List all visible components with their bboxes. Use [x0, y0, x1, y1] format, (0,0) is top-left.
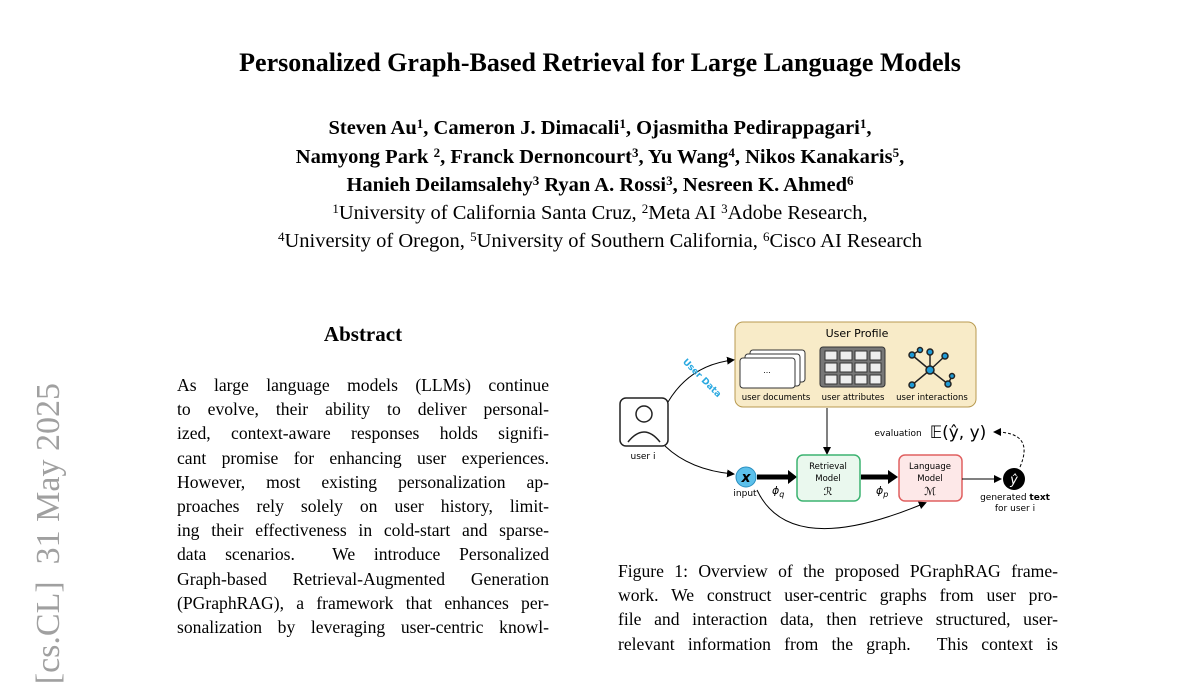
author-line-text: , — [899, 146, 905, 168]
paper-title: Personalized Graph-Based Retrieval for L… — [239, 48, 961, 77]
caption-line: work. We construct user-centric graphs f… — [618, 585, 1058, 606]
abstract-heading: Abstract — [323, 322, 403, 346]
input-bypass-arrow — [756, 489, 927, 530]
interactions-label: user interactions — [896, 393, 968, 403]
abstract-line: However, most existing personalization a… — [177, 471, 549, 492]
author-line-marker: 1 — [859, 116, 867, 131]
input-symbol: x — [740, 470, 751, 486]
author-line-marker: 3 — [631, 145, 639, 160]
language-symbol: ℳ — [924, 485, 936, 498]
arrow-head — [788, 470, 797, 484]
author-line-marker: 1 — [416, 116, 424, 131]
author-line-text: , Nesreen K. Ahmed — [672, 174, 848, 196]
abstract-line: data scenarios. We introduce Personalize… — [177, 544, 549, 565]
caption-line: file and interaction data, then retrieve… — [618, 609, 1058, 630]
caption-line: Figure 1: Overview of the proposed PGrap… — [618, 561, 1058, 581]
abstract-line: Graph-based Retrieval-Augmented Generati… — [177, 568, 549, 589]
doc-dots: ... — [763, 366, 771, 375]
retrieval-label: Retrieval — [809, 462, 847, 472]
phi-p: ϕp — [876, 484, 888, 499]
affiliation-line-text: Meta AI — [648, 202, 722, 224]
author-line-text: , Ojasmitha Pedirappagari — [625, 117, 860, 139]
abstract-line: ized, context-aware responses holds sign… — [177, 423, 549, 444]
author-line-text: Ryan A. Rossi — [539, 174, 667, 196]
documents-icon — [739, 349, 806, 389]
output-symbol: ŷ — [1009, 473, 1018, 488]
evaluation-arrow — [993, 428, 1025, 468]
author-line-text: Steven Au — [328, 117, 417, 139]
author-line-marker: 3 — [532, 173, 540, 188]
generated-label: generated text — [980, 493, 1051, 503]
author-line-marker: 1 — [619, 116, 626, 131]
affiliation-line-text: University of Southern California, — [476, 230, 763, 252]
author-line-text: , Yu Wang — [638, 146, 729, 168]
interactions-icon — [908, 346, 956, 389]
documents-label: user documents — [742, 393, 811, 403]
affiliation-line-marker: 1 — [332, 201, 339, 216]
affiliation-line-text: Cisco AI Research — [769, 230, 923, 252]
attributes-label: user attributes — [822, 393, 885, 403]
abstract-line: sonalization by leveraging user-centric … — [177, 617, 549, 637]
author-line-text: Hanieh Deilamsalehy — [346, 174, 533, 196]
abstract-line: cant promise for enhancing user experien… — [177, 447, 549, 468]
output-node — [1003, 468, 1025, 490]
page: Personalized Graph-Based Retrieval for L… — [0, 48, 1200, 684]
arrow-head — [888, 470, 898, 484]
author-line-marker: 3 — [666, 173, 673, 188]
retrieval-box — [796, 454, 861, 502]
input-node — [735, 466, 757, 488]
affiliation-line-text: University of California Santa Cruz, — [338, 202, 642, 224]
author-line-marker: 4 — [728, 145, 735, 160]
affiliation-line-marker: 2 — [641, 201, 649, 216]
author-line-marker: 2 — [433, 145, 441, 160]
affiliation-line-marker: 4 — [277, 229, 285, 244]
retrieval-label: Model — [815, 474, 841, 484]
input-arrow — [664, 445, 735, 478]
evaluation-formula: 𝔼(ŷ, y) — [930, 423, 987, 443]
author-line: Steven Au1, Cameron J. Dimacali1, Ojasmi… — [0, 117, 1200, 140]
affiliation-line-text: Adobe Research, — [727, 202, 868, 224]
figure-diagram: User Profile ... user documents user att… — [619, 321, 1051, 530]
affiliation-line-text: University of Oregon, — [284, 230, 471, 252]
affiliation-line-marker: 5 — [470, 229, 477, 244]
abstract-line: to evolve, their ability to deliver pers… — [177, 399, 549, 420]
phi-q: ϕq — [772, 484, 784, 499]
abstract-line: As large language models (LLMs) continue — [177, 375, 549, 395]
profile-label: User Profile — [826, 327, 889, 340]
user-icon — [619, 397, 669, 447]
author-line: Namyong Park 2, Franck Dernoncourt3, Yu … — [0, 146, 1200, 169]
affiliation-line-marker: 6 — [762, 229, 770, 244]
evaluation-label: evaluation — [874, 429, 921, 439]
author-line-text: , Franck Dernoncourt — [440, 146, 632, 168]
language-label: Model — [917, 474, 943, 484]
retrieval-symbol: ℛ — [824, 485, 833, 498]
abstract-line: proaches rely solely on user history, li… — [177, 496, 549, 516]
user-label: user i — [631, 452, 656, 462]
attributes-icon — [819, 346, 886, 388]
affiliation-line: 1University of California Santa Cruz, 2M… — [0, 202, 1200, 225]
abstract-line: ing their effectiveness in cold-start an… — [177, 520, 549, 541]
author-line-text: , Nikos Kanakaris — [734, 146, 893, 168]
language-label: Language — [909, 462, 951, 472]
author-line-text: , — [866, 117, 872, 139]
author-line-text: , Cameron J. Dimacali — [423, 117, 620, 139]
affiliation-line: 4University of Oregon, 5University of So… — [0, 230, 1200, 253]
for-user-label: for user i — [995, 504, 1035, 514]
author-line-text: Namyong Park — [295, 146, 434, 168]
author-line-marker: 5 — [892, 145, 900, 160]
abstract-line: (PGraphRAG), a framework that enhances p… — [177, 592, 549, 613]
author-line-marker: 6 — [847, 173, 854, 188]
language-box — [898, 454, 963, 502]
author-line: Hanieh Deilamsalehy3 Ryan A. Rossi3, Nes… — [0, 174, 1200, 197]
user-data-arrow — [667, 356, 735, 403]
affiliation-line-marker: 3 — [721, 201, 728, 216]
input-label: input — [733, 489, 757, 499]
caption-line: relevant information from the graph. Thi… — [618, 633, 1058, 654]
